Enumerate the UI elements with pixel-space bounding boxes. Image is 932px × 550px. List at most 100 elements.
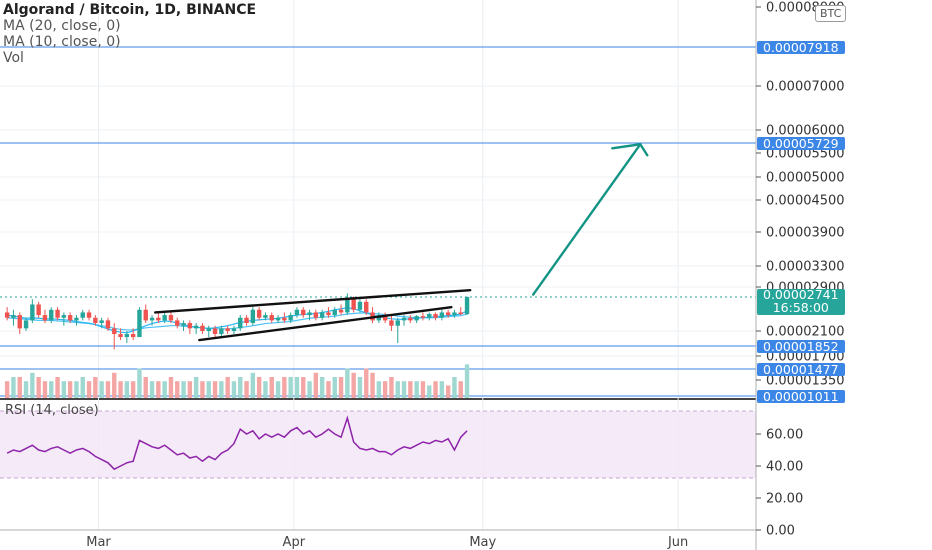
- candle-body: [313, 312, 319, 318]
- candle-body: [408, 317, 413, 321]
- volume-bar: [219, 381, 224, 398]
- volume-bar: [93, 377, 98, 398]
- candle-body: [4, 312, 10, 318]
- price-level-label[interactable]: 0.00007918: [757, 40, 845, 54]
- time-axis-label: Apr: [283, 535, 306, 550]
- candle-body: [464, 297, 470, 315]
- candle-body: [162, 315, 167, 321]
- volume-bar: [376, 381, 382, 398]
- candle-body: [156, 317, 161, 321]
- bar-countdown: 16:58:00: [772, 299, 829, 315]
- price-tick-label: 0.00005500: [766, 147, 845, 162]
- pane-divider: [0, 398, 756, 400]
- candle-body: [275, 317, 281, 321]
- price-tick-label: 0.00002100: [766, 325, 845, 340]
- trend-drawings[interactable]: [153, 142, 649, 342]
- candle-body: [225, 328, 230, 331]
- rsi-tick-label: 40.00: [766, 460, 803, 475]
- volume-bar: [269, 377, 274, 398]
- candle-body: [294, 309, 300, 316]
- volume-bar: [313, 372, 319, 398]
- volume-bar: [307, 381, 312, 398]
- volume-bar: [212, 381, 218, 398]
- current-price-label[interactable]: 0.00002741 16:58:00: [757, 288, 845, 315]
- price-level-label[interactable]: 0.00001852: [757, 339, 845, 353]
- volume-bar: [206, 381, 211, 398]
- volume-bar: [238, 377, 243, 398]
- candle-body: [30, 304, 35, 321]
- volume-bar: [112, 372, 117, 398]
- rsi-tick-label: 20.00: [766, 492, 803, 507]
- candle-body: [357, 301, 363, 310]
- currency-badge[interactable]: BTC: [815, 5, 847, 22]
- candle-body: [137, 309, 142, 338]
- volume-bar: [452, 377, 457, 398]
- volume-bar: [263, 381, 268, 398]
- volume-bar: [275, 381, 281, 398]
- price-level-label[interactable]: 0.00005729: [757, 136, 845, 150]
- candle-body: [149, 317, 155, 321]
- indicator-ma10-label[interactable]: MA (10, close, 0): [3, 34, 121, 50]
- price-tick-label: 0.00003900: [766, 226, 845, 241]
- price-tick-label: 0.00001350: [766, 374, 845, 389]
- horizontal-levels: [0, 46, 756, 397]
- volume-bar: [11, 377, 16, 398]
- target-arrow-head: [611, 142, 649, 157]
- indicator-vol-label[interactable]: Vol: [3, 50, 24, 66]
- volume-bar: [250, 372, 256, 398]
- volume-bar: [427, 385, 432, 398]
- candle-body: [433, 314, 438, 318]
- candle-body: [269, 315, 274, 321]
- rsi-title[interactable]: RSI (14, close): [5, 403, 99, 418]
- candle-body: [49, 309, 54, 321]
- candle-body: [439, 312, 445, 318]
- volume-bar: [370, 372, 375, 398]
- candle-body: [42, 315, 48, 321]
- candle-body: [319, 312, 325, 318]
- candle-body: [193, 325, 199, 329]
- volume-bar: [175, 381, 180, 398]
- candle-body: [250, 309, 256, 324]
- ma10-line: [7, 307, 468, 334]
- volume-bar: [23, 381, 29, 398]
- candle-body: [420, 316, 426, 318]
- candle-body: [175, 320, 180, 326]
- candle-body: [17, 315, 22, 329]
- volume-bar: [124, 381, 130, 398]
- volume-bar: [187, 381, 193, 398]
- time-axis-label: Mar: [86, 535, 111, 550]
- indicator-ma20-label[interactable]: MA (20, close, 0): [3, 18, 121, 34]
- volume-bar: [168, 377, 174, 398]
- candle-body: [105, 320, 111, 329]
- chart-legend: Algorand / Bitcoin, 1D, BINANCE MA (20, …: [3, 2, 256, 66]
- volume-bar: [357, 377, 363, 398]
- candle-body: [11, 315, 16, 318]
- price-level-label[interactable]: 0.00001477: [757, 362, 845, 376]
- price-tick-label: 0.00007000: [766, 80, 845, 95]
- candle-body: [389, 320, 394, 326]
- volume-bar: [30, 372, 35, 398]
- volume-bar: [364, 368, 369, 398]
- candle-body: [112, 328, 117, 335]
- candle-body: [212, 328, 218, 335]
- volume-bar: [143, 377, 148, 398]
- volume-bar: [80, 377, 85, 398]
- volume-bar: [74, 381, 79, 398]
- volume-bar: [55, 377, 60, 398]
- candle-body: [288, 315, 293, 321]
- rsi-tick-label: 0.00: [766, 524, 795, 539]
- price-level-label[interactable]: 0.00001011: [757, 389, 845, 403]
- volume-bar: [99, 381, 104, 398]
- candle-body: [364, 301, 369, 313]
- candle-body: [86, 312, 92, 318]
- symbol-title[interactable]: Algorand / Bitcoin, 1D, BINANCE: [3, 2, 257, 18]
- volume-bar: [294, 377, 300, 398]
- candle-body: [61, 315, 67, 318]
- grid: [0, 0, 756, 530]
- price-tick-label: 0.00001700: [766, 350, 845, 365]
- rsi-tick-label: 60.00: [766, 428, 803, 443]
- volume-bar: [36, 377, 41, 398]
- price-tick-label: 0.00004500: [766, 194, 845, 209]
- volume-bar: [4, 381, 10, 398]
